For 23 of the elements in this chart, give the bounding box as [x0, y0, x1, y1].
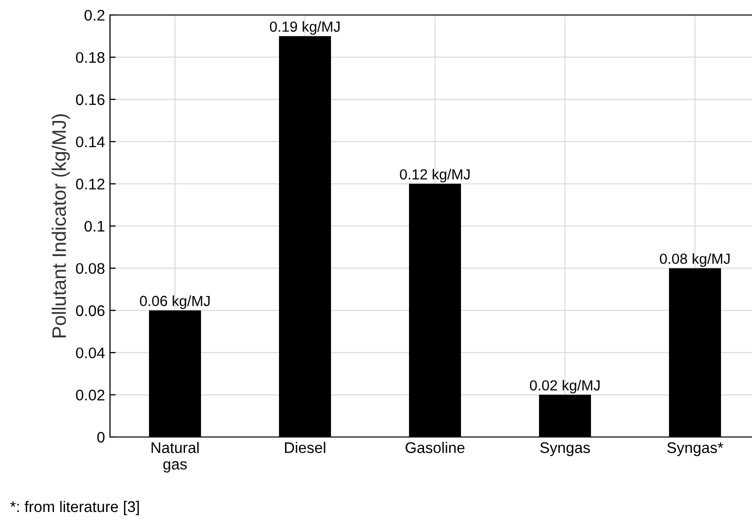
y-axis-title: Pollutant Indicator (kg/MJ)	[52, 114, 70, 338]
x-tick-label: Natural gas	[152, 442, 199, 473]
data-label: 0.12 kg/MJ	[400, 168, 470, 182]
y-tick-label: 0.2	[84, 10, 104, 21]
y-tick-label: 0.1	[84, 220, 104, 232]
y-tick-label: 0	[97, 432, 105, 443]
y-tick-label: 0.08	[76, 263, 104, 274]
data-label: 0.19 kg/MJ	[270, 21, 340, 35]
y-tick-label: 0.14	[76, 136, 105, 148]
y-tick-label: 0.12	[76, 178, 104, 190]
y-tick-label: 0.16	[76, 94, 104, 106]
data-label: 0.06 kg/MJ	[140, 295, 210, 310]
x-tick-label: Gasoline	[406, 442, 464, 454]
y-tick-label: 0.18	[76, 52, 104, 63]
y-tick-label: 0.02	[76, 390, 104, 400]
y-tick-label: 0.04	[76, 347, 105, 358]
x-tick-label: Syngas*	[667, 442, 724, 456]
data-label: 0.02 kg/MJ	[530, 380, 600, 394]
data-label: 0.08 kg/MJ	[660, 253, 730, 267]
y-tick-label: 0.06	[76, 305, 104, 316]
x-tick-label: Syngas	[540, 442, 590, 456]
text: *: from literature [3]	[10, 500, 139, 516]
x-tick-label: Diesel	[285, 442, 326, 454]
